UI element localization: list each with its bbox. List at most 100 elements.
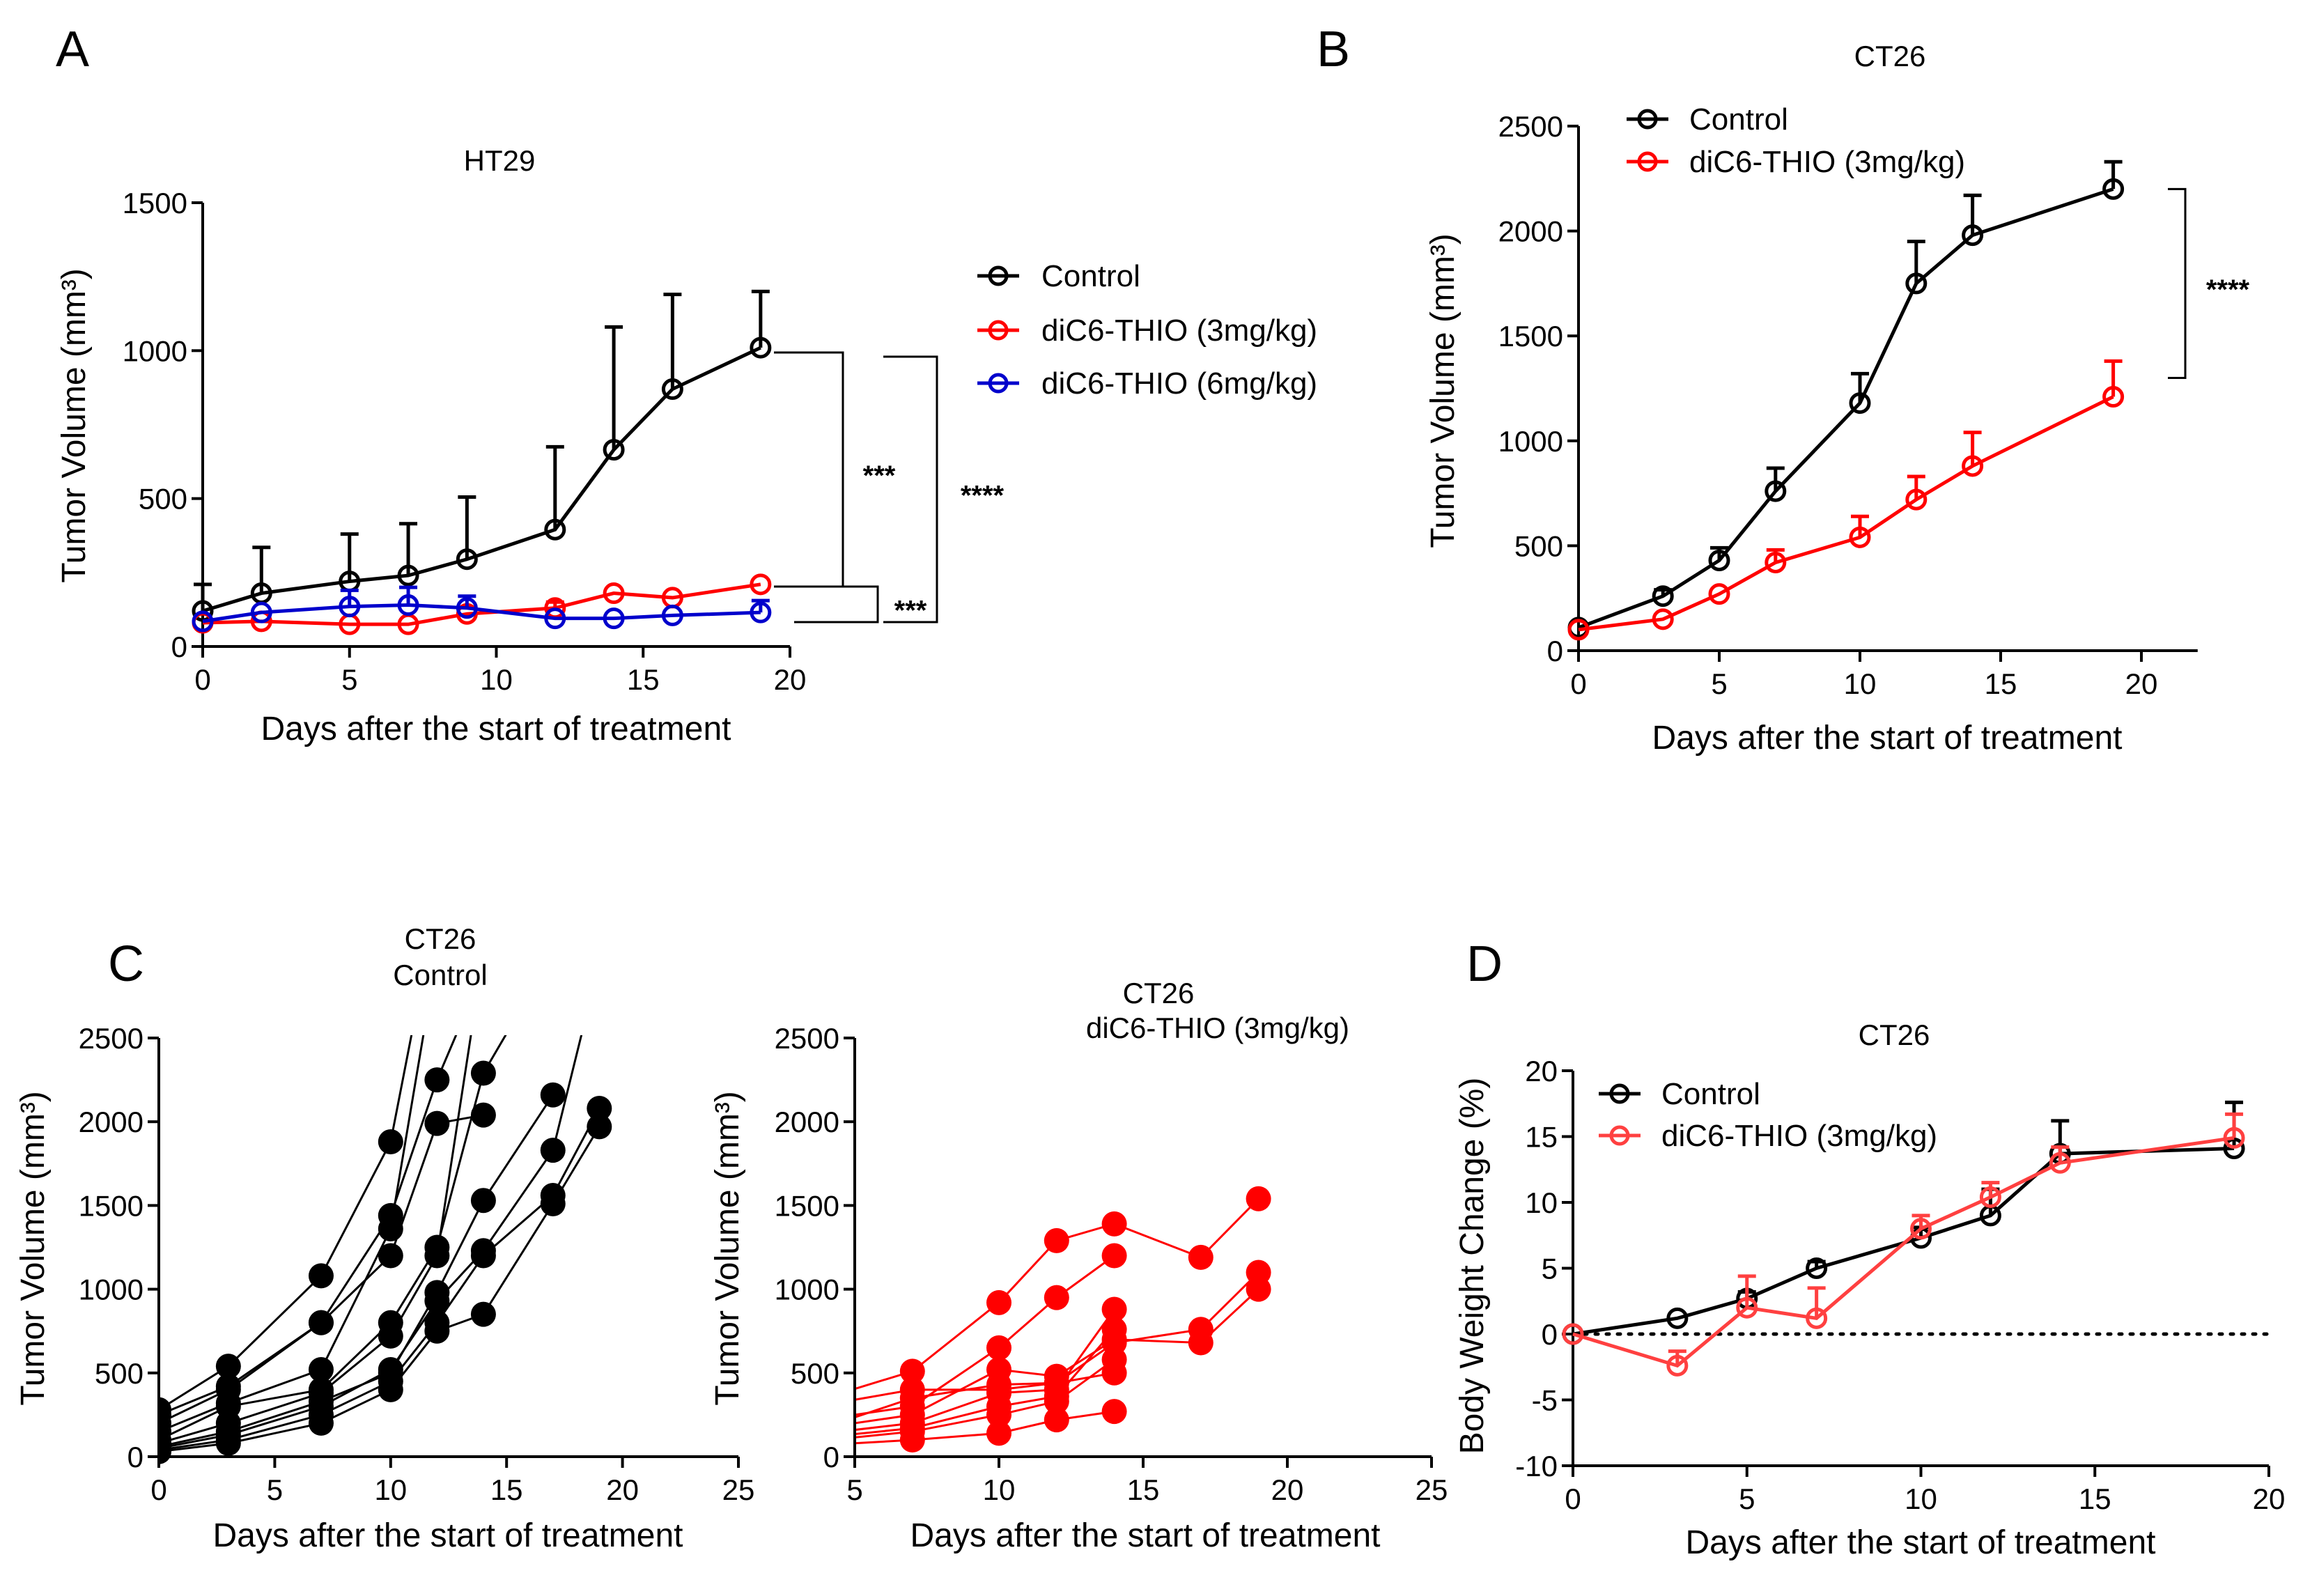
data-point bbox=[456, 597, 478, 619]
individual-point bbox=[1044, 1407, 1069, 1433]
x-tick-label: 15 bbox=[1127, 1473, 1160, 1506]
series-line bbox=[1572, 1136, 2235, 1368]
x-tick-label: 25 bbox=[1416, 1473, 1448, 1506]
x-tick-label: 15 bbox=[627, 663, 660, 696]
individual-point bbox=[378, 1216, 403, 1242]
individual-line bbox=[160, 1035, 458, 1416]
individual-line bbox=[160, 1126, 600, 1453]
data-point bbox=[1708, 549, 1730, 571]
data-point bbox=[250, 601, 272, 623]
y-tick-label: 2000 bbox=[775, 1106, 839, 1138]
y-axis-label: Body Weight Change (%) bbox=[1454, 1078, 1491, 1455]
data-point bbox=[1962, 224, 1984, 247]
series-1 bbox=[1562, 1112, 2245, 1377]
x-tick-label: 10 bbox=[983, 1473, 1016, 1506]
individual-point bbox=[540, 1082, 566, 1108]
y-tick-label: 2000 bbox=[79, 1106, 144, 1138]
individual-point bbox=[986, 1420, 1011, 1446]
individual-point bbox=[470, 1188, 496, 1214]
x-tick-label: 10 bbox=[1905, 1482, 1937, 1515]
individual-point bbox=[986, 1402, 1011, 1427]
panel-letter-d: D bbox=[1466, 936, 1503, 992]
individual-point bbox=[1101, 1317, 1127, 1342]
data-point bbox=[1962, 455, 1984, 477]
individual-point bbox=[378, 1323, 403, 1349]
chart-title: CT26 bbox=[1854, 40, 1926, 72]
individual-point bbox=[1044, 1388, 1069, 1414]
individual-point bbox=[308, 1263, 334, 1289]
data-point bbox=[192, 610, 214, 633]
x-tick-label: 5 bbox=[1739, 1482, 1755, 1515]
y-tick-label: 1500 bbox=[1498, 320, 1563, 352]
data-point bbox=[544, 607, 566, 630]
x-tick-label: 5 bbox=[341, 663, 357, 696]
data-point bbox=[1806, 1257, 1828, 1279]
panel-letter-b: B bbox=[1317, 22, 1350, 77]
y-tick-label: 1500 bbox=[79, 1189, 144, 1222]
series-0 bbox=[1567, 160, 2125, 639]
panel-letter-c: C bbox=[108, 936, 144, 992]
y-tick-label: 1500 bbox=[775, 1189, 839, 1222]
individual-point bbox=[587, 1095, 612, 1121]
individual-point bbox=[1188, 1330, 1213, 1356]
individual-point bbox=[986, 1372, 1011, 1397]
y-tick-label: 500 bbox=[1514, 529, 1563, 562]
significance-label: **** bbox=[2206, 274, 2250, 305]
data-point bbox=[339, 613, 361, 635]
y-tick-label: 0 bbox=[1542, 1318, 1558, 1351]
y-tick-label: 20 bbox=[1525, 1055, 1558, 1087]
legend-label: Control bbox=[1689, 102, 1788, 137]
data-point bbox=[2102, 178, 2125, 200]
x-tick-label: 20 bbox=[1271, 1473, 1304, 1506]
individual-point bbox=[215, 1354, 241, 1379]
significance-label: *** bbox=[894, 596, 927, 626]
x-tick-label: 0 bbox=[1570, 667, 1586, 700]
individual-point bbox=[1101, 1243, 1127, 1269]
legend-label: Control bbox=[1661, 1077, 1760, 1111]
y-tick-label: 1000 bbox=[775, 1273, 839, 1306]
legend-label: diC6-THIO (6mg/kg) bbox=[1041, 366, 1317, 401]
x-tick-label: 25 bbox=[722, 1473, 755, 1506]
data-point bbox=[1652, 608, 1674, 630]
y-axis-label: Tumor Volume (mm³) bbox=[1425, 233, 1461, 548]
data-point bbox=[1806, 1307, 1828, 1329]
data-point bbox=[1979, 1186, 2001, 1208]
y-tick-label: 0 bbox=[171, 630, 187, 663]
x-axis-label: Days after the start of treatment bbox=[213, 1517, 683, 1554]
legend-marker bbox=[1609, 1125, 1630, 1146]
x-tick-label: 10 bbox=[374, 1473, 407, 1506]
y-axis-label: Tumor Volume (mm³) bbox=[709, 1091, 746, 1406]
individual-point bbox=[1044, 1370, 1069, 1396]
individual-point bbox=[424, 1067, 450, 1093]
x-tick-label: 20 bbox=[774, 663, 807, 696]
y-tick-label: 2500 bbox=[1498, 110, 1563, 143]
chart-panel-2: CT26 Control Days after the start of treat… bbox=[15, 922, 755, 1554]
data-point bbox=[1979, 1204, 2001, 1227]
data-point bbox=[1765, 480, 1787, 502]
x-tick-label: 0 bbox=[1565, 1482, 1581, 1515]
series-line bbox=[202, 603, 761, 623]
chart-title: HT29 bbox=[464, 144, 536, 177]
individual-traces bbox=[160, 1035, 612, 1464]
legend-marker bbox=[1637, 109, 1658, 130]
series-line bbox=[202, 582, 761, 626]
individual-point bbox=[1044, 1227, 1069, 1253]
legend-label: Control bbox=[1041, 259, 1140, 293]
data-point bbox=[750, 573, 772, 596]
data-point bbox=[1666, 1354, 1689, 1377]
legend-label: diC6-THIO (3mg/kg) bbox=[1041, 313, 1317, 348]
x-tick-label: 5 bbox=[846, 1473, 862, 1506]
individual-point bbox=[1188, 1244, 1213, 1270]
data-point bbox=[1666, 1307, 1689, 1329]
individual-point bbox=[1044, 1285, 1069, 1310]
chart-panel-4: CT26 Days after the start of treatment Bod… bbox=[1454, 1018, 2285, 1561]
chart-subtitle: Control bbox=[393, 959, 487, 991]
data-point bbox=[1652, 585, 1674, 607]
data-point bbox=[1765, 551, 1787, 573]
individual-line bbox=[160, 1035, 583, 1450]
chart-title: CT26 bbox=[1123, 977, 1195, 1009]
y-tick-label: 500 bbox=[139, 483, 187, 516]
individual-point bbox=[986, 1335, 1011, 1361]
y-tick-label: 1500 bbox=[123, 187, 187, 219]
